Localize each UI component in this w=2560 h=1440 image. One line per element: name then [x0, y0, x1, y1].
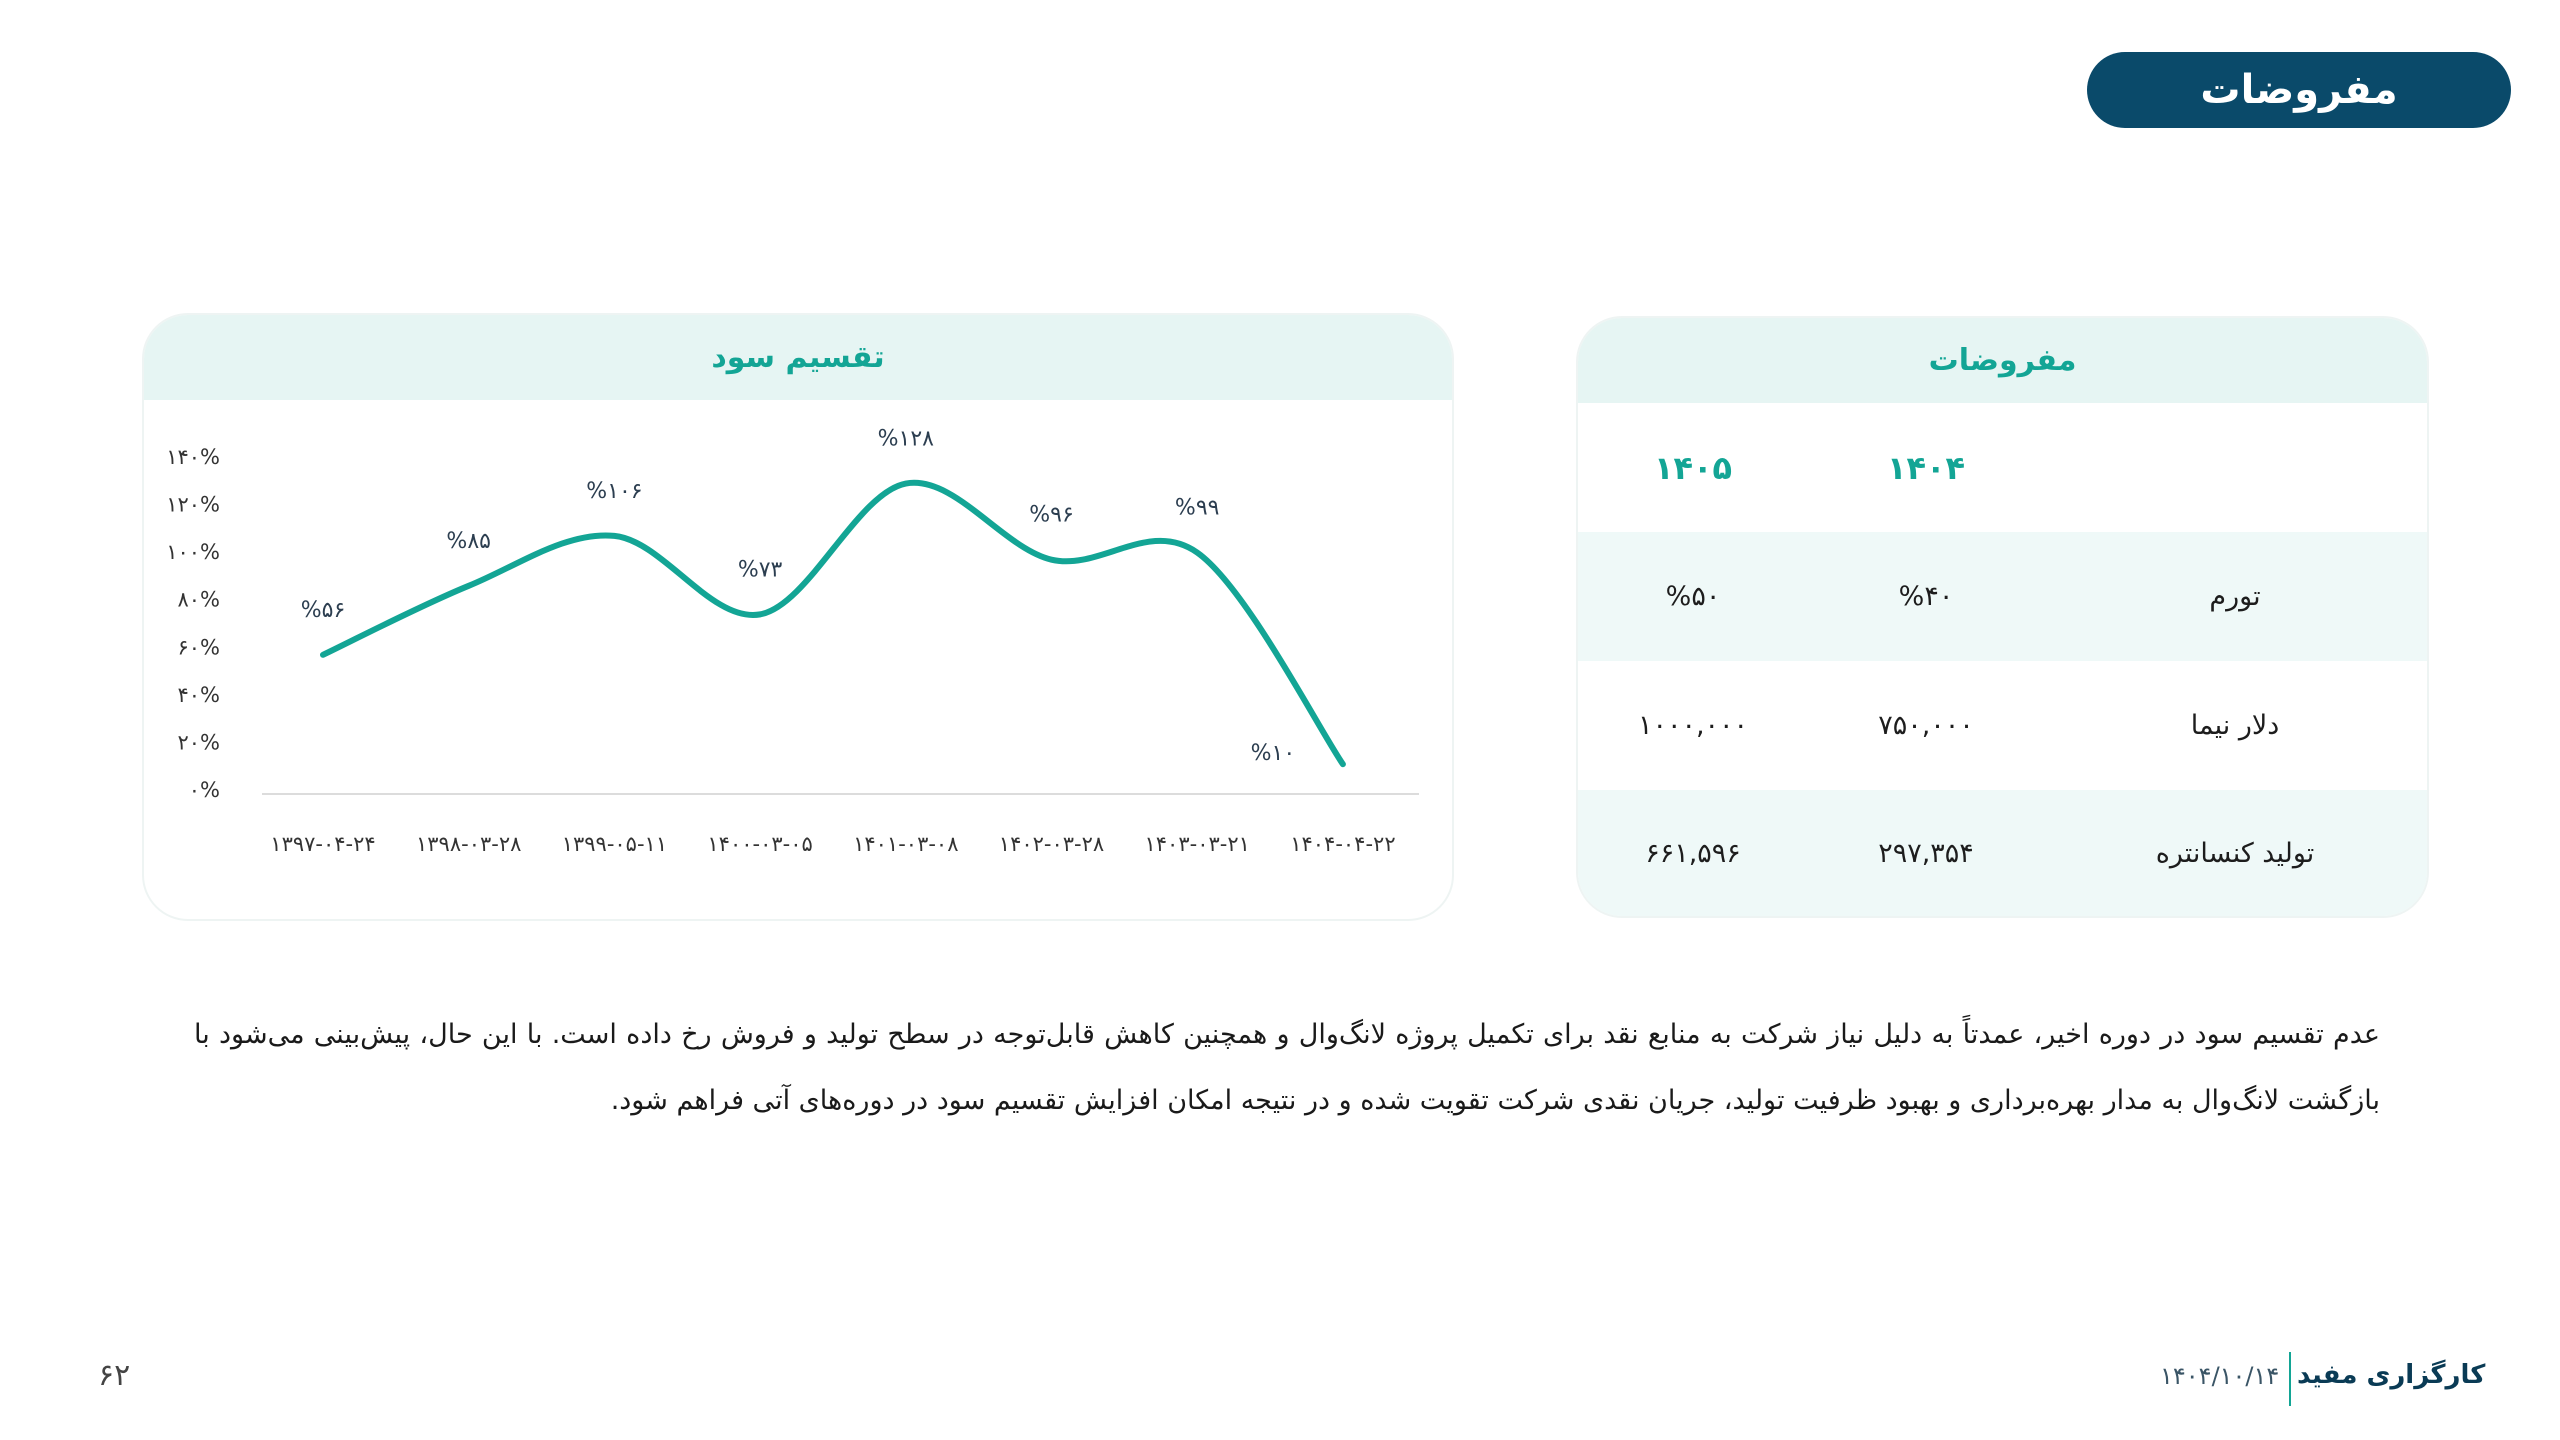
row-label: تورم: [2209, 581, 2261, 612]
data-label: %۷۳: [738, 557, 783, 582]
data-label: %۸۵: [446, 529, 491, 554]
dividend-line-chart: ۰% ۲۰% ۴۰% ۶۰% ۸۰% ۱۰۰% ۱۲۰% ۱۴۰% ۱۳۹۷-۰۴-۲۴ ۱۳۹۸…: [166, 427, 1419, 856]
data-label: %۱۰: [1251, 741, 1296, 766]
brand-name: کارگزاری مفید: [2297, 1360, 2486, 1390]
footer-date: ۱۴۰۴/۱۰/۱۴: [2160, 1362, 2280, 1390]
page-title: مفروضات: [2087, 52, 2511, 128]
data-label: %۹۶: [1029, 503, 1074, 528]
y-tick-label: ۱۲۰%: [166, 493, 220, 517]
y-tick-label: ۲۰%: [177, 730, 220, 754]
x-tick-label: ۱۴۰۴-۰۴-۲۲: [1290, 832, 1395, 856]
table-row: ۶۶۱,۵۹۶ ۲۹۷,۳۵۴ تولید کنسانتره: [1578, 790, 2427, 916]
column-header-1404: ۱۴۰۴: [1886, 448, 1966, 487]
data-label: %۹۹: [1175, 496, 1220, 521]
commentary-paragraph: عدم تقسیم سود در دوره اخیر، عمدتاً به دل…: [194, 1019, 2380, 1116]
y-tick-label: ۸۰%: [177, 588, 220, 612]
x-tick-label: ۱۴۰۱-۰۳-۰۸: [853, 832, 958, 856]
x-tick-label: ۱۳۹۹-۰۵-۱۱: [562, 832, 667, 856]
table-row: ۱۰۰۰,۰۰۰ ۷۵۰,۰۰۰ دلار نیما: [1578, 661, 2427, 790]
dividend-series-line: [320, 479, 1346, 768]
data-label: %۱۰۶: [586, 479, 642, 504]
assumptions-title: مفروضات: [1578, 318, 2427, 403]
cell-1405: ۶۶۱,۵۹۶: [1645, 837, 1741, 869]
table-row: %۵۰ %۴۰ تورم: [1578, 532, 2427, 661]
cell-1405: ۱۰۰۰,۰۰۰: [1637, 710, 1749, 741]
x-tick-label: ۱۴۰۳-۰۳-۲۱: [1145, 832, 1250, 856]
x-tick-label: ۱۳۹۸-۰۳-۲۸: [416, 832, 521, 856]
row-label: تولید کنسانتره: [2155, 837, 2315, 869]
y-tick-label: ۱۴۰%: [166, 445, 220, 469]
x-tick-label: ۱۴۰۲-۰۳-۲۸: [999, 832, 1104, 856]
cell-1404: ۷۵۰,۰۰۰: [1878, 710, 1974, 741]
x-tick-label: ۱۴۰۰-۰۳-۰۵: [707, 832, 812, 856]
column-header-1405: ۱۴۰۵: [1653, 448, 1733, 487]
y-tick-label: ۶۰%: [177, 635, 220, 659]
y-tick-label: ۴۰%: [177, 683, 220, 707]
y-tick-label: ۱۰۰%: [166, 540, 220, 564]
footer-divider: [2289, 1352, 2291, 1406]
page-number: ۶۲: [98, 1358, 131, 1393]
x-tick-label: ۱۳۹۷-۰۴-۲۴: [270, 832, 375, 856]
data-label: %۱۲۸: [878, 427, 935, 452]
cell-1404: ۲۹۷,۳۵۴: [1878, 837, 1974, 869]
data-label: %۵۶: [301, 598, 346, 623]
cell-1404: %۴۰: [1898, 581, 1954, 612]
y-tick-label: ۰%: [189, 778, 220, 802]
cell-1405: %۵۰: [1665, 581, 1721, 612]
chart-title: تقسیم سود: [144, 315, 1452, 400]
table-header-row: ۱۴۰۵ ۱۴۰۴: [1578, 403, 2427, 532]
assumptions-table-card: مفروضات ۱۴۰۵ ۱۴۰۴ %۵۰ %۴۰ تورم ۱۰۰۰,۰۰۰ …: [1578, 318, 2427, 916]
row-label: دلار نیما: [2190, 710, 2280, 741]
dividend-chart-card: تقسیم سود ۰% ۲۰% ۴۰% ۶۰% ۸۰% ۱۰۰% ۱۲۰% ۱۴۰% ۱۳۹۷…: [144, 315, 1452, 919]
